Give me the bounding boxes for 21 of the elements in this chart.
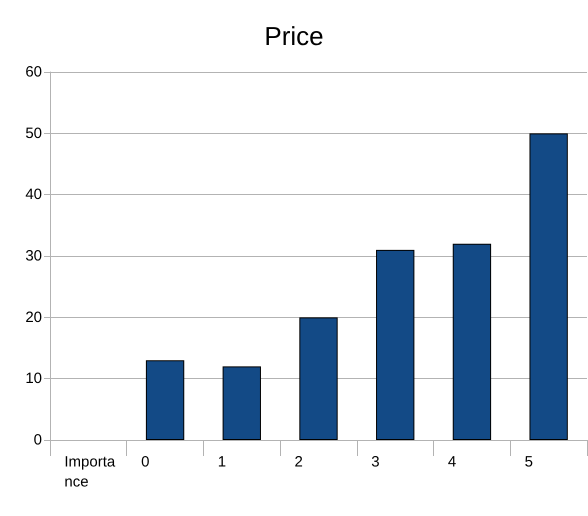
bar xyxy=(222,366,261,440)
bar xyxy=(376,250,414,440)
y-tick-label: 50 xyxy=(25,124,42,142)
bar xyxy=(299,317,338,440)
x-tick-label: 4 xyxy=(448,454,456,470)
y-tick-label: 10 xyxy=(25,370,42,388)
x-tick-label: 2 xyxy=(294,454,303,470)
y-tick-label: 0 xyxy=(34,432,42,448)
y-tick-label: 40 xyxy=(25,186,42,204)
x-tick-label: 0 xyxy=(141,454,150,470)
y-tick-label: 20 xyxy=(25,308,42,326)
x-tick-label: 3 xyxy=(371,454,380,470)
bar xyxy=(452,244,492,440)
y-tick-label: 60 xyxy=(25,64,42,80)
bar xyxy=(529,133,568,440)
bar xyxy=(146,360,184,440)
y-tick-label: 30 xyxy=(25,248,42,264)
x-tick-label: 5 xyxy=(524,454,533,470)
x-tick-label: 1 xyxy=(218,454,226,470)
chart-title: Price xyxy=(264,21,324,51)
x-tick-label: Importance xyxy=(64,454,116,490)
